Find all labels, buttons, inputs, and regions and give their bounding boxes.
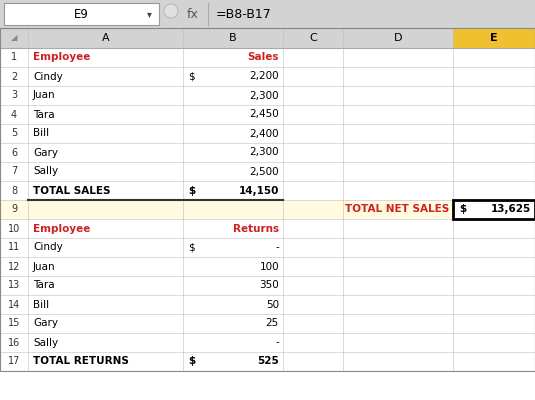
- Text: Employee: Employee: [33, 52, 90, 62]
- Text: 525: 525: [257, 356, 279, 366]
- Text: -: -: [275, 242, 279, 252]
- Text: 9: 9: [11, 204, 17, 214]
- Text: =B8-B17: =B8-B17: [216, 8, 272, 20]
- Bar: [0, 276, 535, 295]
- Text: 2,200: 2,200: [249, 72, 279, 82]
- Text: 1: 1: [11, 52, 17, 62]
- Bar: [0, 67, 535, 86]
- Text: D: D: [394, 33, 402, 43]
- Text: $: $: [188, 356, 195, 366]
- Text: E: E: [490, 33, 498, 43]
- Text: 25: 25: [266, 318, 279, 328]
- Text: $: $: [188, 242, 195, 252]
- Text: Cindy: Cindy: [33, 242, 63, 252]
- Text: Cindy: Cindy: [33, 72, 63, 82]
- Text: 2,450: 2,450: [249, 110, 279, 120]
- Bar: [453, 28, 535, 48]
- Text: 6: 6: [11, 148, 17, 158]
- Bar: [0, 314, 535, 333]
- Text: $: $: [188, 72, 195, 82]
- Bar: [0, 28, 535, 48]
- Text: 2,400: 2,400: [249, 128, 279, 138]
- Text: Sally: Sally: [33, 166, 58, 176]
- Text: ▾: ▾: [147, 9, 151, 19]
- Text: TOTAL NET SALES: TOTAL NET SALES: [345, 204, 449, 214]
- Text: 4: 4: [11, 110, 17, 120]
- Text: 2,300: 2,300: [249, 148, 279, 158]
- Text: 8: 8: [11, 186, 17, 196]
- Bar: [0, 200, 535, 219]
- Text: Employee: Employee: [33, 224, 90, 234]
- Text: fx: fx: [187, 8, 199, 20]
- Text: 5: 5: [11, 128, 17, 138]
- Bar: [0, 352, 535, 371]
- Bar: [0, 257, 535, 276]
- Text: 2,300: 2,300: [249, 90, 279, 100]
- Text: B: B: [229, 33, 237, 43]
- Text: 3: 3: [11, 90, 17, 100]
- Text: TOTAL RETURNS: TOTAL RETURNS: [33, 356, 129, 366]
- Text: Tara: Tara: [33, 110, 55, 120]
- Text: Bill: Bill: [33, 128, 49, 138]
- Bar: [0, 181, 535, 200]
- Text: Sally: Sally: [33, 338, 58, 348]
- Bar: [0, 238, 535, 257]
- Text: 2,500: 2,500: [249, 166, 279, 176]
- Bar: [0, 0, 535, 28]
- Text: Returns: Returns: [233, 224, 279, 234]
- Text: 10: 10: [8, 224, 20, 234]
- Bar: [4, 3, 159, 25]
- Text: 17: 17: [8, 356, 20, 366]
- Text: 14: 14: [8, 300, 20, 310]
- Text: Sales: Sales: [248, 52, 279, 62]
- Text: 11: 11: [8, 242, 20, 252]
- Text: 16: 16: [8, 338, 20, 348]
- Text: $: $: [188, 186, 195, 196]
- Text: E9: E9: [74, 8, 89, 20]
- Text: 13,625: 13,625: [491, 204, 531, 214]
- Circle shape: [164, 4, 178, 18]
- Bar: [0, 28, 535, 371]
- Text: Juan: Juan: [33, 262, 56, 272]
- Text: -: -: [275, 338, 279, 348]
- Bar: [0, 105, 535, 124]
- Text: ◢: ◢: [11, 34, 17, 42]
- Bar: [0, 48, 535, 67]
- Bar: [0, 219, 535, 238]
- Text: C: C: [309, 33, 317, 43]
- Text: 12: 12: [8, 262, 20, 272]
- Bar: [0, 86, 535, 105]
- Text: A: A: [102, 33, 109, 43]
- Bar: [0, 124, 535, 143]
- Bar: [0, 333, 535, 352]
- Bar: [0, 162, 535, 181]
- Text: 15: 15: [8, 318, 20, 328]
- Text: 350: 350: [259, 280, 279, 290]
- Text: 50: 50: [266, 300, 279, 310]
- Text: 100: 100: [259, 262, 279, 272]
- Text: Gary: Gary: [33, 148, 58, 158]
- Text: 14,150: 14,150: [239, 186, 279, 196]
- Bar: [0, 295, 535, 314]
- Text: Gary: Gary: [33, 318, 58, 328]
- Bar: [0, 143, 535, 162]
- Text: $: $: [459, 204, 466, 214]
- Bar: [453, 200, 535, 219]
- Text: TOTAL SALES: TOTAL SALES: [33, 186, 111, 196]
- Text: 2: 2: [11, 72, 17, 82]
- Text: Juan: Juan: [33, 90, 56, 100]
- Text: Tara: Tara: [33, 280, 55, 290]
- Text: 13: 13: [8, 280, 20, 290]
- Text: 7: 7: [11, 166, 17, 176]
- Text: Bill: Bill: [33, 300, 49, 310]
